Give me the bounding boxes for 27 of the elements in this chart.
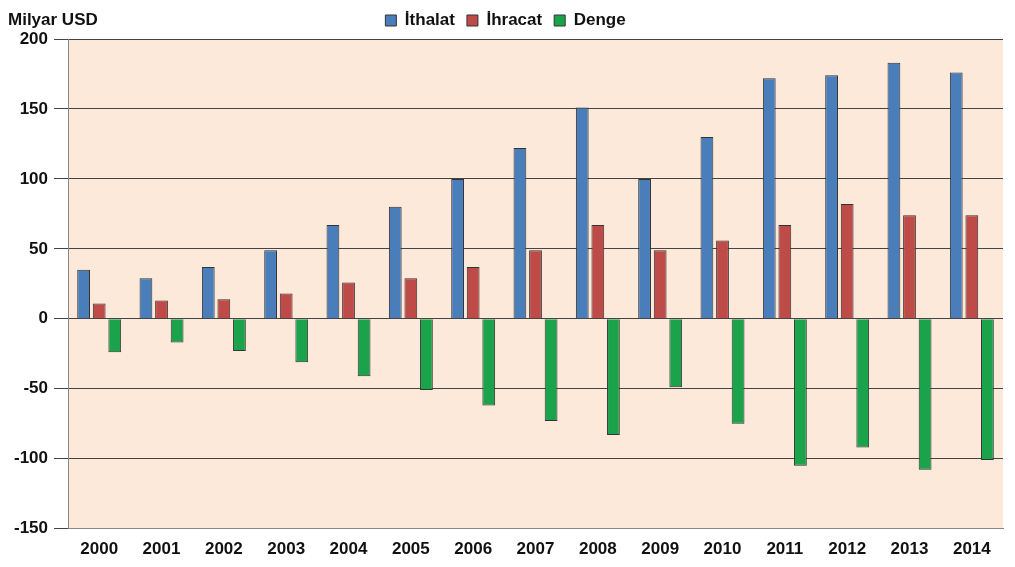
x-tick-label: 2000 xyxy=(80,539,119,559)
x-tick-label: 2003 xyxy=(267,539,306,559)
y-tick-label: 100 xyxy=(19,168,49,188)
x-tick-label: 2008 xyxy=(578,539,617,559)
x-tick-label: 2006 xyxy=(454,539,493,559)
legend-label: İhracat xyxy=(486,10,543,30)
y-tick-label: 50 xyxy=(29,238,49,258)
x-tick-label: 2010 xyxy=(703,539,742,559)
legend-label: Denge xyxy=(573,10,626,30)
y-axis-title: Milyar USD xyxy=(8,9,98,29)
y-tick-label: 200 xyxy=(19,28,49,48)
x-tick-label: 2005 xyxy=(391,539,430,559)
y-tick-label: 150 xyxy=(19,98,49,118)
x-tick-label: 2014 xyxy=(952,539,992,559)
x-tick-label: 2009 xyxy=(641,539,680,559)
x-tick-label: 2001 xyxy=(142,539,181,559)
legend-label: İthalat xyxy=(404,10,456,30)
x-tick-label: 2012 xyxy=(828,539,867,559)
x-tick-label: 2011 xyxy=(766,539,804,559)
x-tick-label: 2002 xyxy=(204,539,243,559)
x-tick-label: 2007 xyxy=(516,539,555,559)
y-tick-label: -50 xyxy=(23,378,49,398)
x-tick-label: 2013 xyxy=(890,539,929,559)
x-tick-label: 2004 xyxy=(329,539,368,559)
y-tick-label: -150 xyxy=(13,518,49,538)
y-tick-label: 0 xyxy=(38,308,49,328)
y-tick-label: -100 xyxy=(13,448,49,468)
